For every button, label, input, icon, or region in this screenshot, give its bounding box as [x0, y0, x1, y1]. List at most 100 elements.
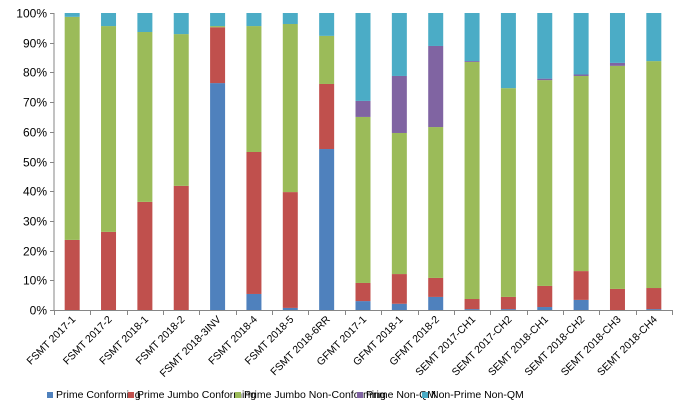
bar-stack	[355, 13, 371, 310]
y-tick-label: 80%	[23, 66, 47, 80]
bar-stack	[537, 13, 553, 310]
bar-segment-prime-jumbo-conforming	[500, 296, 516, 310]
bar-segment-prime-jumbo-conforming	[319, 83, 335, 150]
legend-swatch	[47, 392, 53, 398]
bar-segment-prime-jumbo-conforming	[101, 231, 117, 310]
bar-segment-prime-non-qm	[609, 62, 625, 66]
bar-segment-prime-conforming	[573, 299, 589, 310]
bar-segment-prime-conforming	[210, 83, 226, 310]
bar-segment-prime-jumbo-non-conforming	[246, 26, 262, 152]
bar-segment-non-prime-non-qm	[246, 13, 262, 27]
y-tick-label: 10%	[23, 274, 47, 288]
bar-segment-prime-non-qm	[391, 75, 407, 133]
legend-swatch	[422, 392, 428, 398]
bar-stack	[246, 13, 262, 310]
bar-segment-prime-jumbo-conforming	[64, 239, 80, 310]
bar-segment-prime-conforming	[646, 309, 662, 310]
legend-label: Non-Prime Non-QM	[431, 389, 524, 401]
y-tick-label: 60%	[23, 126, 47, 140]
bar-segment-prime-jumbo-conforming	[137, 201, 153, 310]
y-tick-label: 30%	[23, 215, 47, 229]
bar-segment-prime-non-qm	[464, 61, 480, 62]
legend: Prime Conforming Prime Jumbo Conforming Pr…	[0, 389, 676, 405]
bar-stack	[101, 13, 117, 310]
bar-segment-prime-conforming	[319, 149, 335, 310]
bar-segment-prime-jumbo-non-conforming	[101, 26, 117, 232]
bar-segment-non-prime-non-qm	[428, 13, 444, 46]
bar-segment-prime-jumbo-non-conforming	[173, 34, 189, 186]
bar-segment-prime-jumbo-non-conforming	[428, 127, 444, 278]
bar-segment-prime-jumbo-conforming	[646, 288, 662, 310]
bar-segment-prime-jumbo-conforming	[391, 274, 407, 304]
bar-segment-prime-jumbo-non-conforming	[210, 26, 226, 28]
bar-segment-prime-conforming	[537, 307, 553, 310]
bar-segment-non-prime-non-qm	[173, 13, 189, 35]
bar-segment-non-prime-non-qm	[282, 13, 298, 24]
y-tick-label: 100%	[16, 7, 47, 21]
bar-segment-prime-jumbo-non-conforming	[137, 32, 153, 202]
bar-segment-non-prime-non-qm	[609, 13, 625, 63]
bar-stack	[646, 13, 662, 310]
bar-segment-prime-jumbo-non-conforming	[355, 116, 371, 283]
y-tick-label: 90%	[23, 37, 47, 51]
y-axis-tick-labels: 0% 10% 20% 30% 40% 50% 60% 70% 80% 90% 100%	[16, 7, 47, 318]
bar-stack	[609, 13, 625, 310]
bar-segment-prime-conforming	[500, 309, 516, 310]
bar-segment-prime-jumbo-non-conforming	[319, 35, 335, 84]
bar-segment-prime-jumbo-conforming	[355, 282, 371, 302]
legend-item: Prime Jumbo Conforming	[128, 389, 256, 401]
bar-segment-non-prime-non-qm	[537, 13, 553, 79]
bar-segment-prime-non-qm	[573, 74, 589, 76]
bar-segment-prime-jumbo-non-conforming	[646, 61, 662, 289]
bar-segment-prime-jumbo-conforming	[573, 271, 589, 300]
bar-segment-non-prime-non-qm	[500, 13, 516, 89]
legend-label: Prime Conforming	[56, 389, 141, 401]
bar-segment-prime-conforming	[428, 296, 444, 310]
bar-segment-prime-conforming	[464, 309, 480, 310]
bar-segment-non-prime-non-qm	[101, 13, 117, 27]
bar-segment-non-prime-non-qm	[210, 13, 226, 27]
legend-item: Prime Jumbo Non-Conforming	[235, 389, 386, 401]
bar-stack	[210, 13, 226, 310]
bar-segment-prime-jumbo-conforming	[173, 185, 189, 310]
bar-stack	[282, 13, 298, 310]
legend-label: Prime Non-QM	[366, 389, 437, 401]
bar-segment-non-prime-non-qm	[573, 13, 589, 75]
bar-stack	[464, 13, 480, 310]
bar-segment-prime-jumbo-conforming	[609, 288, 625, 310]
legend-swatch	[235, 392, 241, 398]
bar-stack	[319, 13, 335, 310]
bar-stack	[64, 13, 80, 310]
y-tick-label: 70%	[23, 96, 47, 110]
bar-stack	[391, 13, 407, 310]
bar-segment-prime-jumbo-conforming	[537, 285, 553, 308]
bar-segment-non-prime-non-qm	[137, 13, 153, 33]
y-tick-label: 20%	[23, 245, 47, 259]
bar-segment-prime-jumbo-conforming	[246, 152, 262, 294]
bar-stack	[500, 13, 516, 310]
bar-segment-prime-jumbo-non-conforming	[391, 132, 407, 275]
bar-stack	[573, 13, 589, 310]
bar-segment-prime-jumbo-non-conforming	[573, 75, 589, 272]
legend-label: Prime Jumbo Non-Conforming	[244, 389, 386, 401]
bar-segment-prime-jumbo-conforming	[210, 27, 226, 84]
bar-segment-prime-jumbo-conforming	[428, 277, 444, 297]
legend-swatch	[357, 392, 363, 398]
bar-segment-prime-conforming	[246, 293, 262, 310]
bar-segment-non-prime-non-qm	[464, 13, 480, 62]
bar-segment-prime-jumbo-conforming	[282, 192, 298, 308]
bar-segment-prime-conforming	[355, 301, 371, 310]
bar-segment-prime-non-qm	[355, 100, 371, 117]
bar-stack	[137, 13, 153, 310]
bar-segment-prime-non-qm	[428, 45, 444, 128]
y-tick-label: 0%	[30, 304, 48, 318]
bar-segment-prime-jumbo-non-conforming	[609, 65, 625, 289]
x-category-label: FSMT 2018-3INV	[158, 314, 224, 380]
legend-swatch	[128, 392, 134, 398]
bar-segment-non-prime-non-qm	[355, 13, 371, 101]
y-tick-label: 50%	[23, 156, 47, 170]
y-tick-label: 40%	[23, 185, 47, 199]
bar-stack	[173, 13, 189, 310]
